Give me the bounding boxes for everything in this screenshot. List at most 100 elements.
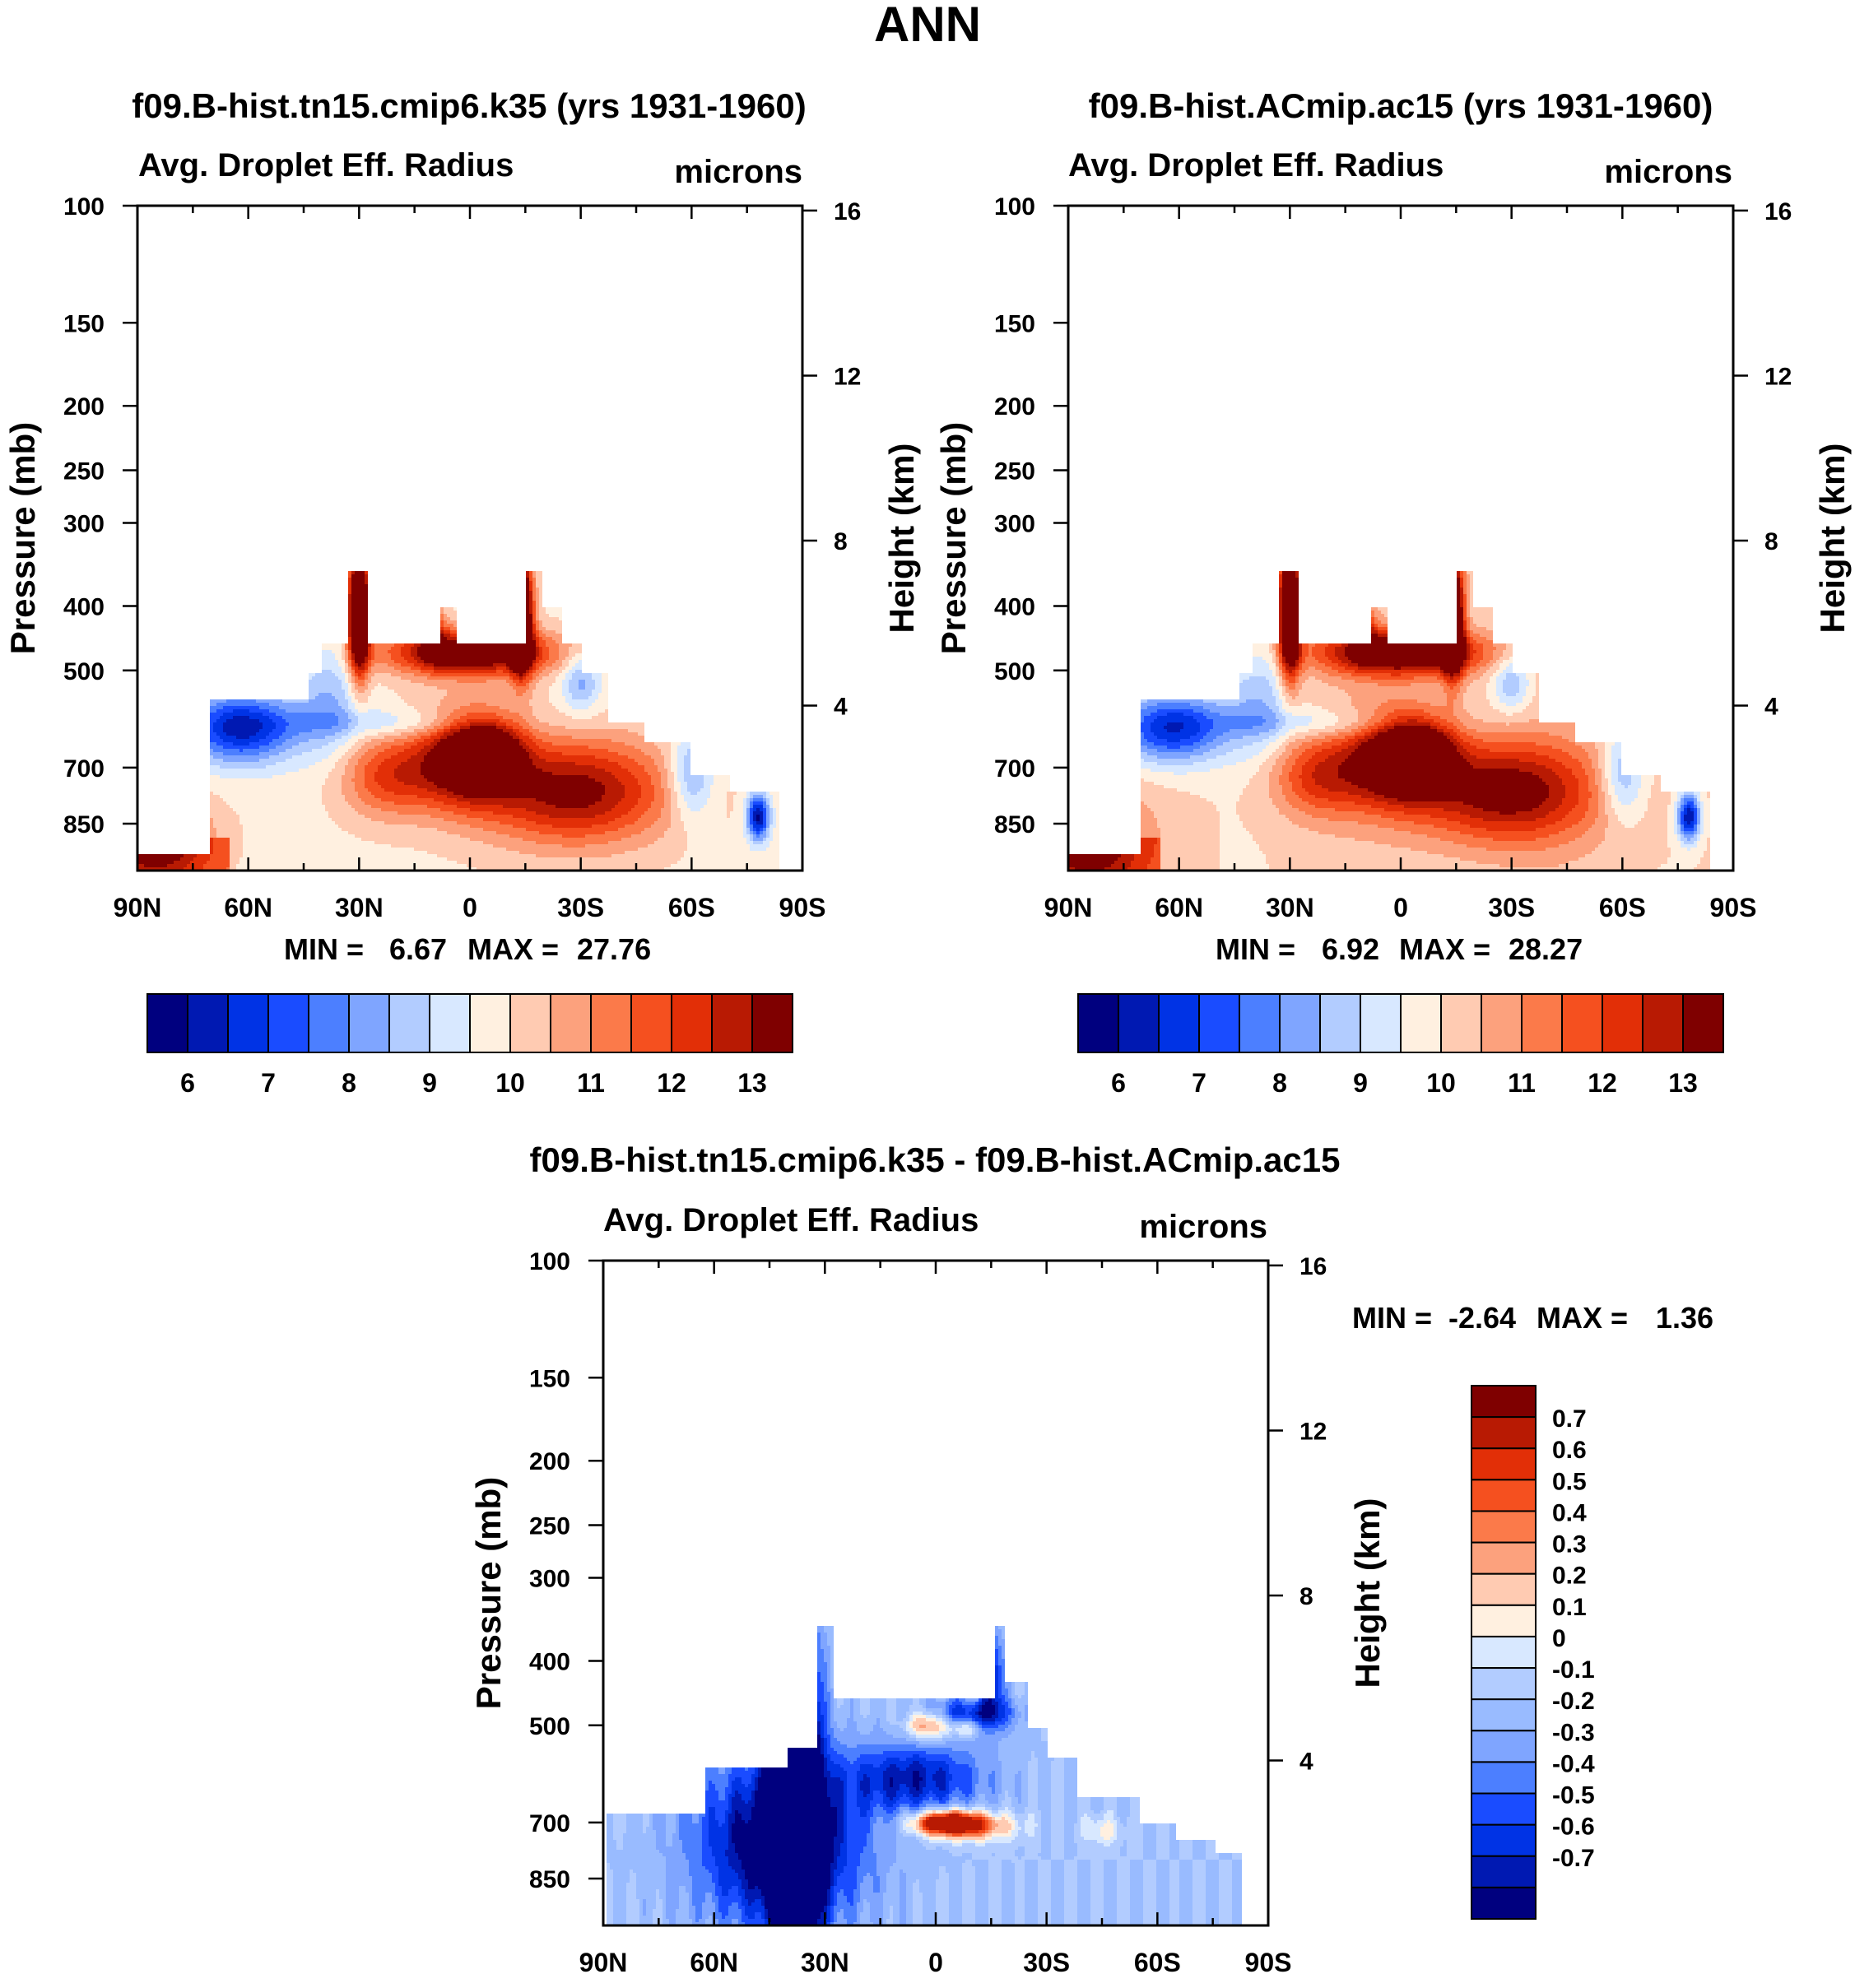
colorbar-swatch [1077, 993, 1119, 1053]
panel-2-y-tick-label: 850 [994, 811, 1035, 838]
panel-2-field [1068, 571, 1710, 871]
panel-3-height-tick-label: 8 [1299, 1583, 1313, 1610]
colorbar-swatch [1471, 1667, 1537, 1701]
panel-1-max-label: MAX = [467, 932, 559, 966]
colorbar-swatch [550, 993, 592, 1053]
panel-1-y-tick-label: 250 [63, 458, 105, 485]
panel-1-x-axis: 90N 60N 30N 0 30S 60S 90S [114, 206, 826, 922]
panel-1-y-tick-label: 400 [63, 593, 105, 620]
panel-3-y-tick-label: 300 [529, 1566, 570, 1593]
panel-1-height-axis: 16 12 8 4 Height (km) [802, 198, 921, 720]
panel-1-x-tick-label: 0 [463, 893, 477, 922]
panel-1-max-value: 27.76 [577, 932, 651, 966]
colorbar-label: 11 [577, 1068, 605, 1098]
panel-1-y-tick-label: 300 [63, 511, 105, 538]
panel-1-y-tick-label: 150 [63, 310, 105, 337]
colorbar-swatch [1471, 1510, 1537, 1544]
panel-2-title: f09.B-hist.ACmip.ac15 (yrs 1931-1960) [1089, 86, 1713, 125]
panel-2-max-label: MAX = [1399, 932, 1490, 966]
colorbar-swatch [1682, 993, 1724, 1053]
colorbar-swatch [429, 993, 471, 1053]
colorbar-swatch [1118, 993, 1160, 1053]
panel-2-plot-area: 90N 60N 30N 0 30S 60S 90S 100 150 200 250 300 400 500… [934, 193, 1852, 922]
colorbar-swatch [711, 993, 753, 1053]
panel-3-x-tick-label: 90N [579, 1948, 628, 1977]
panel-3-height-tick-label: 16 [1299, 1253, 1327, 1280]
panel-2-min-value: 6.92 [1322, 932, 1379, 966]
colorbar-swatch [1471, 1698, 1537, 1732]
colorbar-swatch [1471, 1730, 1537, 1763]
colorbar-label: -0.3 [1552, 1719, 1595, 1746]
colorbar-swatch [1471, 1604, 1537, 1637]
panel-2-y-tick-label: 200 [994, 393, 1035, 420]
panel-3-x-tick-label: 60N [690, 1948, 738, 1977]
colorbar-label: 13 [1668, 1068, 1698, 1098]
colorbar-label: -0.6 [1552, 1814, 1595, 1841]
panel-1-stats: MIN = 6.67 MAX = 27.76 [284, 932, 651, 966]
colorbar-label: 13 [737, 1068, 767, 1098]
panel-3-y-tick-label: 850 [529, 1866, 570, 1893]
panel-2-y-tick-label: 300 [994, 511, 1035, 538]
colorbar-label: 0.4 [1552, 1499, 1587, 1526]
panel-2-x-tick-label: 0 [1393, 893, 1408, 922]
panel-3-x-tick-label: 30N [801, 1948, 849, 1977]
panel-2-subtitle-right: microns [1604, 154, 1732, 190]
panel-3-x-tick-label: 90S [1245, 1948, 1292, 1977]
panel-2-y-label: Pressure (mb) [934, 422, 973, 654]
panel-2-height-tick-label: 8 [1764, 528, 1778, 555]
panel-1-height-label: Height (km) [882, 444, 921, 634]
panel-1-x-tick-label: 30N [335, 893, 384, 922]
panel-3-x-axis: 90N 60N 30N 0 30S 60S 90S [579, 1261, 1292, 1977]
colorbar-label: 7 [261, 1068, 276, 1098]
colorbar-swatch [267, 993, 309, 1053]
panel-1-height-tick-label: 12 [834, 363, 861, 390]
colorbar-swatch [1471, 1572, 1537, 1606]
panel-1-title: f09.B-hist.tn15.cmip6.k35 (yrs 1931-1960… [132, 86, 806, 125]
colorbar-swatch [1471, 1479, 1537, 1512]
colorbar-swatch [1642, 993, 1684, 1053]
panel-1-min-label: MIN = [284, 932, 364, 966]
panel-3-max-label: MAX = [1537, 1301, 1628, 1335]
colorbar-label: -0.1 [1552, 1656, 1595, 1684]
colorbar-label: 9 [422, 1068, 437, 1098]
panel-1-height-tick-label: 4 [834, 693, 848, 720]
colorbar-swatch [1471, 1416, 1537, 1450]
panel-1-subtitle-left: Avg. Droplet Eff. Radius [138, 147, 514, 183]
colorbar-label: 0.6 [1552, 1437, 1587, 1464]
colorbar-swatch [308, 993, 350, 1053]
panel-1-x-tick-label: 90N [114, 893, 162, 922]
panel-1-x-tick-label: 90S [779, 893, 826, 922]
panel-1-x-tick-label: 30S [557, 893, 604, 922]
panel-1-x-tick-label: 60S [668, 893, 715, 922]
colorbar-swatch [1239, 993, 1281, 1053]
colorbar-swatch [630, 993, 672, 1053]
panel-3-min-value: -2.64 [1448, 1301, 1516, 1335]
panel-2-height-label: Height (km) [1813, 444, 1852, 634]
panel-3-plot-area: 90N 60N 30N 0 30S 60S 90S 100 150 200 250 300 400 500… [469, 1248, 1387, 1977]
colorbar-swatch [1481, 993, 1523, 1053]
colorbar-label: 0.2 [1552, 1563, 1587, 1590]
panel-2-stats: MIN = 6.92 MAX = 28.27 [1216, 932, 1583, 966]
panel-3: f09.B-hist.tn15.cmip6.k35 - f09.B-hist.A… [469, 1140, 1713, 1977]
panel-3-title: f09.B-hist.tn15.cmip6.k35 - f09.B-hist.A… [530, 1140, 1341, 1179]
colorbar-swatch [187, 993, 229, 1053]
panel-3-stats: MIN = -2.64 MAX = 1.36 [1352, 1301, 1713, 1335]
panel-1-y-tick-label: 700 [63, 755, 105, 783]
panel-1-x-tick-label: 60N [224, 893, 272, 922]
colorbar-label: 10 [495, 1068, 525, 1098]
panel-2-y-tick-label: 500 [994, 658, 1035, 685]
panel-2: f09.B-hist.ACmip.ac15 (yrs 1931-1960) Av… [934, 86, 1852, 1098]
panel-3-field [607, 1626, 1242, 1925]
panel-2-height-tick-label: 12 [1764, 363, 1792, 390]
colorbar-swatch [1471, 1635, 1537, 1670]
colorbar-label: -0.4 [1552, 1750, 1595, 1777]
colorbar-swatch [227, 993, 269, 1053]
panel-1-y-tick-label: 200 [63, 393, 105, 420]
colorbar-swatch [1471, 1823, 1537, 1857]
colorbar-label: -0.2 [1552, 1688, 1595, 1715]
panel-3-max-value: 1.36 [1656, 1301, 1713, 1335]
panel-2-colorbar: 6 7 8 9 10 11 12 13 [1077, 993, 1724, 1098]
colorbar-label: -0.5 [1552, 1782, 1595, 1809]
colorbar-swatch [751, 993, 793, 1053]
colorbar-label: 0.5 [1552, 1468, 1587, 1495]
